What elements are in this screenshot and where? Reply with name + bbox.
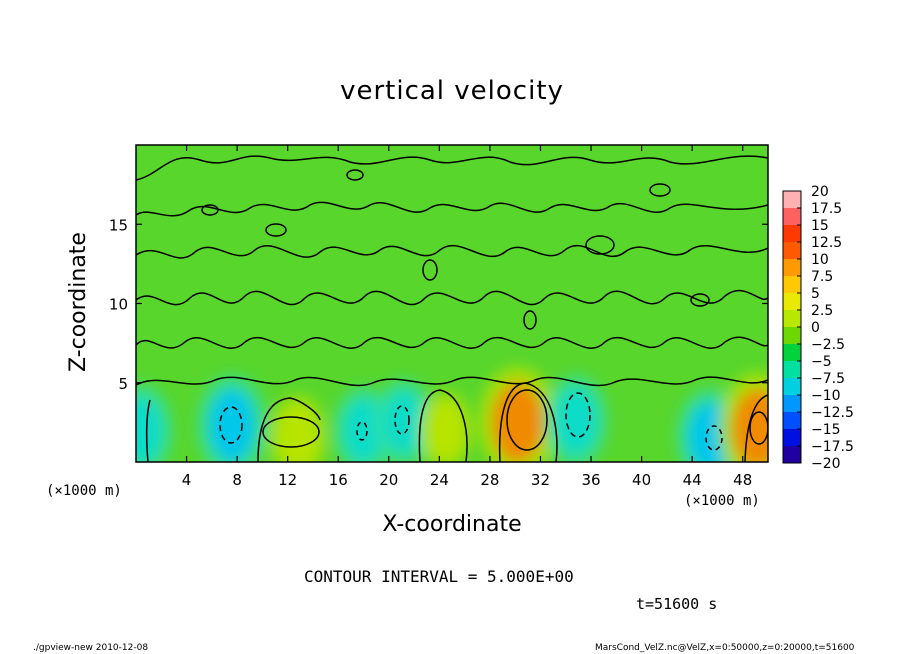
contour-line — [136, 336, 768, 349]
contour-line — [356, 421, 368, 441]
field-anomaly — [383, 391, 424, 454]
x-tick-label: 20 — [379, 471, 398, 489]
contour-line — [394, 405, 410, 435]
colorbar-label: 2.5 — [811, 303, 833, 319]
field-anomaly — [491, 382, 544, 462]
chart-title: vertical velocity — [340, 76, 564, 106]
colorbar-swatch — [783, 344, 801, 362]
x-tick-label: 4 — [182, 471, 192, 489]
x-axis-label: X-coordinate — [382, 512, 522, 537]
contour-line — [498, 382, 558, 462]
colorbar-swatch — [783, 276, 801, 294]
field-anomaly — [208, 389, 256, 462]
colorbar-label: −7.5 — [811, 371, 845, 387]
field-anomaly — [343, 399, 384, 462]
contour-line — [749, 411, 768, 445]
y-axis-label: Z-coordinate — [66, 232, 91, 372]
colorbar-swatch — [783, 310, 801, 328]
contour-line — [565, 392, 591, 438]
x-tick-label: 12 — [278, 471, 297, 489]
contour-line — [422, 259, 438, 281]
contour-line — [136, 244, 768, 259]
x-tick-label: 48 — [733, 471, 752, 489]
x-tick-label: 16 — [329, 471, 348, 489]
colorbar-swatch — [783, 191, 801, 209]
colorbar-label: 15 — [811, 218, 829, 234]
field-anomaly — [278, 407, 317, 462]
field-anomaly — [136, 397, 163, 462]
colorbar-label: 17.5 — [811, 201, 842, 217]
colorbar-swatch — [783, 446, 801, 464]
contour-line — [219, 406, 243, 444]
colorbar-swatch — [783, 429, 801, 447]
colorbar-swatch — [783, 412, 801, 430]
footer-left: ./gpview-new 2010-12-08 — [33, 643, 149, 653]
x-tick-label: 24 — [430, 471, 449, 489]
plot-area — [136, 145, 768, 462]
contour-interval-note: CONTOUR INTERVAL = 5.000E+00 — [304, 567, 574, 586]
field-anomaly — [731, 388, 768, 462]
contour-line — [265, 223, 287, 237]
colorbar: 2017.51512.5107.552.50−2.5−5−7.5−10−12.5… — [782, 184, 854, 472]
x-tick-label: 44 — [683, 471, 702, 489]
colorbar-label: −17.5 — [811, 439, 854, 455]
contour-line — [136, 289, 768, 306]
x-tick-label: 32 — [531, 471, 550, 489]
colorbar-swatch — [783, 225, 801, 243]
colorbar-label: 12.5 — [811, 235, 842, 251]
colorbar-swatch — [783, 293, 801, 311]
contour-line — [262, 416, 320, 448]
colorbar-label: −2.5 — [811, 337, 845, 353]
y-tick-label: 10 — [109, 296, 128, 314]
colorbar-label: 10 — [811, 252, 829, 268]
colorbar-swatch — [783, 259, 801, 277]
colorbar-swatch — [783, 395, 801, 413]
field-anomaly — [428, 402, 464, 458]
y-tick-label: 15 — [109, 216, 128, 234]
contour-line — [649, 183, 671, 197]
contour-line — [690, 293, 710, 307]
y-tick-label: 5 — [118, 375, 128, 393]
x-tick-label: 36 — [581, 471, 600, 489]
contour-line — [136, 155, 768, 181]
field-anomaly — [554, 387, 598, 454]
x-tick-label: 28 — [480, 471, 499, 489]
x-tick-label: 8 — [232, 471, 242, 489]
colorbar-swatch — [783, 378, 801, 396]
colorbar-label: −5 — [811, 354, 832, 370]
colorbar-label: −15 — [811, 422, 841, 438]
contour-line — [523, 310, 537, 330]
colorbar-label: 20 — [811, 184, 829, 200]
colorbar-label: 0 — [811, 320, 820, 336]
footer-right: MarsCond_VelZ.nc@VelZ,x=0:50000,z=0:2000… — [595, 643, 855, 653]
colorbar-swatch — [783, 208, 801, 226]
contour-line — [418, 389, 468, 462]
colorbar-label: −10 — [811, 388, 841, 404]
colorbar-label: −20 — [811, 456, 841, 472]
contour-line — [136, 201, 768, 217]
contour-line — [201, 204, 219, 216]
colorbar-swatch — [783, 327, 801, 345]
x-unit-label-right: (×1000 m) — [684, 493, 760, 509]
contour-line — [257, 397, 321, 462]
colorbar-label: −12.5 — [811, 405, 854, 421]
contour-line — [705, 425, 723, 451]
x-unit-label-left: (×1000 m) — [46, 483, 122, 499]
colorbar-label: 7.5 — [811, 269, 833, 285]
x-tick-label: 40 — [632, 471, 651, 489]
contour-line — [145, 399, 151, 462]
colorbar-swatch — [783, 361, 801, 379]
colorbar-swatch — [783, 242, 801, 260]
colorbar-label: 5 — [811, 286, 820, 302]
contour-line — [346, 169, 364, 181]
contour-line — [136, 376, 768, 387]
contour-line — [585, 235, 615, 255]
time-label: t=51600 s — [636, 595, 718, 613]
contour-line — [506, 389, 548, 451]
